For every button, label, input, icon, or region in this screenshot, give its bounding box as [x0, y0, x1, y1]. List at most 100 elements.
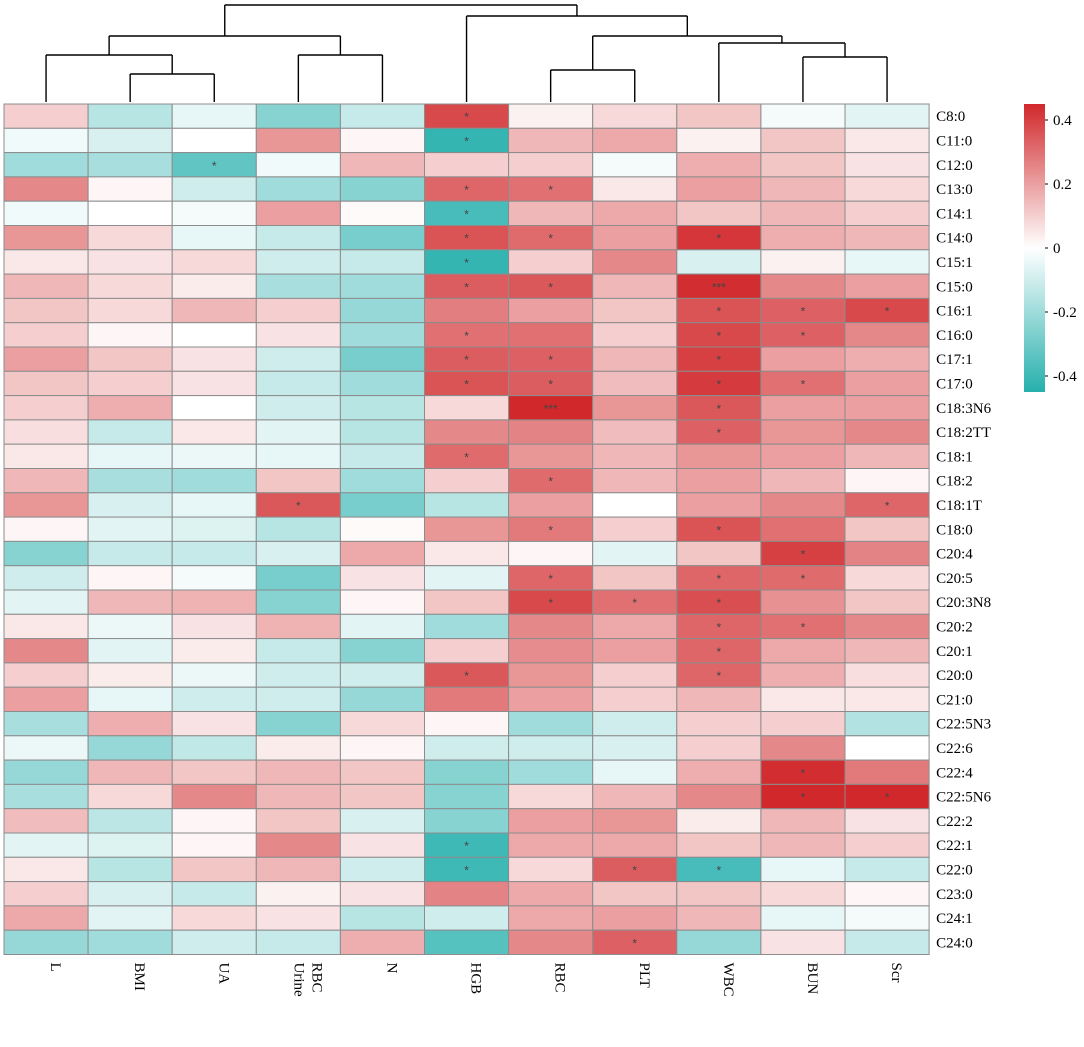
- cell-c22-2-scr: [844, 808, 930, 834]
- cell-c11-0-scr: [844, 127, 930, 154]
- row-label: C24:0: [936, 935, 973, 951]
- cell-c17-1-bmi: [87, 346, 173, 372]
- significance-mark: *: [717, 596, 722, 610]
- cell-c18-2-bmi: [87, 468, 173, 494]
- cell-c18-1-plt: [592, 443, 678, 470]
- cell-c11-0-l: [3, 127, 89, 154]
- significance-mark: *: [717, 232, 722, 246]
- cell-c18-0-bmi: [87, 516, 173, 542]
- cell-c24-0-bun: [760, 929, 846, 956]
- cell-c13-0-plt: [592, 176, 678, 202]
- column-label: HGB: [468, 963, 484, 995]
- cell-c22-4-plt: [592, 759, 678, 785]
- cell-c15-1-l: [3, 249, 89, 275]
- cell-c22-6-plt: [592, 735, 678, 761]
- cell-c22-5n6-bmi: [87, 783, 173, 810]
- cell-c15-0-plt: [592, 273, 678, 299]
- cell-c22-1-bun: [760, 832, 846, 858]
- cell-c17-0-l: [3, 370, 89, 397]
- cell-c18-3n6-l: [3, 395, 89, 421]
- column-label: RBC: [552, 963, 568, 993]
- cell-c20-0-plt: [592, 662, 678, 688]
- cell-c13-0-scr: [844, 176, 930, 202]
- cell-c8-0-l: [3, 103, 89, 129]
- cell-c18-2tt-bun: [760, 419, 846, 445]
- cell-c20-3n8-ua: [171, 589, 257, 615]
- cell-c15-1-n: [339, 249, 425, 275]
- significance-mark: *: [548, 183, 553, 197]
- significance-mark: *: [464, 134, 469, 148]
- cell-c11-0-n: [339, 127, 425, 154]
- column-label: PLT: [636, 963, 652, 988]
- cell-c20-0-ua: [171, 662, 257, 688]
- cell-c22-5n6-wbc: [676, 783, 762, 810]
- heatmap-cells: **** *** * *** * **** * ** * ** * ** * * **** ***** ** **…: [3, 103, 930, 956]
- cell-c18-2tt-ua: [171, 419, 257, 445]
- cell-c17-1-bun: [760, 346, 846, 372]
- significance-mark: ***: [544, 402, 558, 416]
- cell-c14-1-bmi: [87, 200, 173, 226]
- cell-c18-0-bun: [760, 516, 846, 542]
- row-label: C18:1: [936, 449, 973, 465]
- significance-mark: *: [717, 377, 722, 391]
- cell-c20-4-hgb: [424, 540, 510, 567]
- row-label: C20:0: [936, 668, 973, 684]
- cell-c22-5n3-bmi: [87, 711, 173, 737]
- cell-c12-0-wbc: [676, 152, 762, 178]
- cell-c14-1-n: [339, 200, 425, 226]
- cell-c20-4-rbc: [508, 540, 594, 567]
- cell-c22-2-bmi: [87, 808, 173, 834]
- cell-c15-1-plt: [592, 249, 678, 275]
- cell-c18-3n6-urine-rbc: [255, 395, 341, 421]
- cell-c18-1t-l: [3, 492, 89, 518]
- cell-c22-6-scr: [844, 735, 930, 761]
- cell-c22-0-scr: [844, 856, 930, 883]
- cell-c18-1t-ua: [171, 492, 257, 518]
- cell-c22-0-rbc: [508, 856, 594, 883]
- cell-c22-2-ua: [171, 808, 257, 834]
- cell-c18-2-plt: [592, 468, 678, 494]
- cell-c13-0-ua: [171, 176, 257, 202]
- cell-c22-5n3-hgb: [424, 711, 510, 737]
- cell-c22-4-n: [339, 759, 425, 785]
- cell-c24-0-hgb: [424, 929, 510, 956]
- cell-c18-1t-bun: [760, 492, 846, 518]
- significance-mark: *: [885, 305, 890, 319]
- cell-c20-3n8-scr: [844, 589, 930, 615]
- row-label: C12:0: [936, 158, 973, 174]
- cell-c17-0-bmi: [87, 370, 173, 397]
- cell-c12-0-hgb: [424, 152, 510, 178]
- cell-c24-1-scr: [844, 905, 930, 931]
- cell-c23-0-rbc: [508, 881, 594, 907]
- significance-mark: *: [801, 620, 806, 634]
- cell-c22-1-l: [3, 832, 89, 858]
- significance-mark: *: [632, 863, 637, 877]
- cell-c23-0-bmi: [87, 881, 173, 907]
- significance-mark: *: [801, 329, 806, 343]
- significance-mark: *: [801, 305, 806, 319]
- significance-mark: *: [717, 402, 722, 416]
- significance-mark: *: [717, 426, 722, 440]
- cell-c13-0-hgb: [424, 176, 510, 202]
- cell-c21-0-rbc: [508, 686, 594, 713]
- cell-c17-1-urine-rbc: [255, 346, 341, 372]
- cell-c20-5-hgb: [424, 565, 510, 591]
- cell-c14-1-rbc: [508, 200, 594, 226]
- significance-mark: *: [464, 207, 469, 221]
- row-label: C22:5N6: [936, 790, 992, 806]
- cell-c22-2-hgb: [424, 808, 510, 834]
- cell-c15-1-urine-rbc: [255, 249, 341, 275]
- cell-c12-0-ua: [171, 152, 257, 178]
- cell-c16-1-plt: [592, 297, 678, 324]
- cell-c18-0-plt: [592, 516, 678, 542]
- cell-c15-0-ua: [171, 273, 257, 299]
- row-label: C24:1: [936, 911, 973, 927]
- cell-c22-1-urine-rbc: [255, 832, 341, 858]
- cell-c20-0-scr: [844, 662, 930, 688]
- cell-c22-0-bun: [760, 856, 846, 883]
- cell-c18-2tt-hgb: [424, 419, 510, 445]
- significance-mark: *: [717, 329, 722, 343]
- cell-c18-2tt-rbc: [508, 419, 594, 445]
- cell-c20-1-scr: [844, 638, 930, 664]
- cell-c16-0-n: [339, 322, 425, 348]
